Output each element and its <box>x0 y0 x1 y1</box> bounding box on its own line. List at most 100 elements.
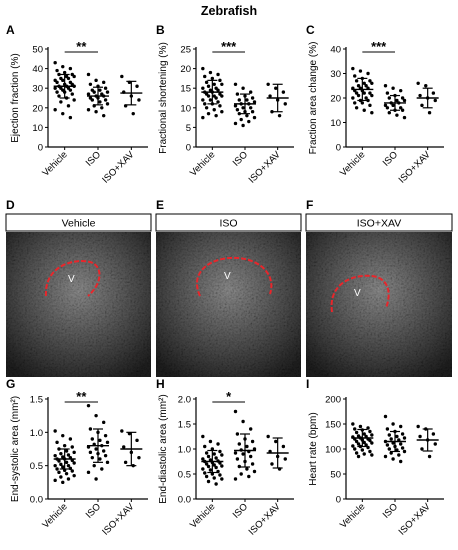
data-point <box>362 452 366 456</box>
data-point <box>135 84 139 88</box>
data-point <box>214 456 218 460</box>
data-point <box>368 79 372 83</box>
data-point <box>203 102 207 106</box>
data-point <box>53 429 57 433</box>
data-point <box>241 106 245 110</box>
data-point <box>86 92 91 96</box>
data-point <box>427 111 432 115</box>
data-point <box>61 480 65 485</box>
data-point <box>399 459 403 464</box>
data-point <box>102 449 106 453</box>
data-point <box>218 78 222 83</box>
data-point <box>201 86 205 90</box>
data-point <box>400 432 405 436</box>
data-point <box>66 477 71 481</box>
data-point <box>370 93 374 98</box>
data-point <box>241 86 245 90</box>
data-point <box>274 439 278 444</box>
data-point <box>53 453 57 458</box>
data-point <box>88 450 93 455</box>
data-point <box>61 64 65 69</box>
data-point <box>368 103 372 108</box>
ultrasound-label-vehicle: Vehicle <box>62 218 96 230</box>
ultrasound-panel-iso: ISO V <box>155 213 302 377</box>
data-point <box>55 440 59 445</box>
data-point <box>389 451 393 455</box>
ventricle-outline-iso-xav <box>330 274 390 313</box>
y-tick-label: 200 <box>325 395 341 406</box>
data-point <box>204 106 209 110</box>
data-point <box>98 438 102 443</box>
data-point <box>68 66 73 71</box>
x-tick-label: ISO+XAV <box>100 501 137 538</box>
data-point <box>131 111 135 116</box>
data-point <box>366 98 370 103</box>
x-tick-label: Vehicle <box>188 149 217 178</box>
data-point <box>424 84 428 88</box>
data-point <box>103 86 108 90</box>
data-point <box>391 86 395 90</box>
data-point <box>385 427 390 431</box>
y-tick-label: 0 <box>38 143 43 154</box>
y-tick-label: 20 <box>330 94 341 105</box>
y-tick-label: 1.0 <box>178 445 191 456</box>
data-point <box>368 429 372 434</box>
data-point <box>53 463 57 468</box>
data-point <box>90 437 95 441</box>
panel-letter-c: C <box>306 23 315 37</box>
data-point <box>57 94 61 98</box>
data-point <box>252 469 257 474</box>
y-tick-label: 0 <box>336 495 341 506</box>
data-point <box>61 433 65 438</box>
data-point <box>135 438 139 443</box>
data-point <box>252 100 257 104</box>
data-point <box>237 442 241 446</box>
y-tick-label: 0.5 <box>178 470 191 481</box>
data-point <box>389 437 393 441</box>
data-point <box>235 92 240 96</box>
data-point <box>399 88 403 93</box>
data-point <box>100 467 104 471</box>
data-point <box>206 454 211 459</box>
data-point <box>105 440 110 445</box>
data-point <box>206 479 211 484</box>
data-point <box>98 100 102 104</box>
data-point <box>220 464 224 468</box>
data-point <box>61 78 65 83</box>
x-tick-label: ISO+XAV <box>100 149 137 186</box>
data-point <box>400 96 405 100</box>
significance-label: ** <box>76 39 87 54</box>
data-point <box>387 433 391 437</box>
data-point <box>57 470 61 475</box>
y-axis-label: End-diastolic area (mm²) <box>158 394 169 503</box>
data-point <box>249 90 253 94</box>
data-point <box>399 424 403 429</box>
data-point <box>420 103 424 108</box>
data-point <box>55 467 59 471</box>
data-point <box>53 108 57 112</box>
data-point <box>249 106 253 110</box>
data-point <box>216 100 220 104</box>
data-point <box>250 462 255 466</box>
y-tick-label: 10 <box>330 118 341 129</box>
data-point <box>62 70 67 75</box>
data-point <box>90 455 95 460</box>
data-point <box>120 429 124 433</box>
data-point <box>353 427 357 431</box>
data-point <box>239 117 243 122</box>
data-point <box>241 419 245 424</box>
data-point <box>368 449 372 454</box>
data-point <box>208 439 213 444</box>
data-point <box>201 467 205 471</box>
data-point <box>68 115 73 120</box>
data-point <box>201 66 205 71</box>
data-point <box>270 110 274 114</box>
y-tick-label: 50 <box>330 470 341 481</box>
data-point <box>212 463 216 467</box>
data-point <box>383 414 388 419</box>
data-point <box>270 462 274 466</box>
data-point <box>218 473 222 477</box>
data-point <box>92 90 96 94</box>
data-point <box>233 121 238 126</box>
data-point <box>370 441 374 445</box>
